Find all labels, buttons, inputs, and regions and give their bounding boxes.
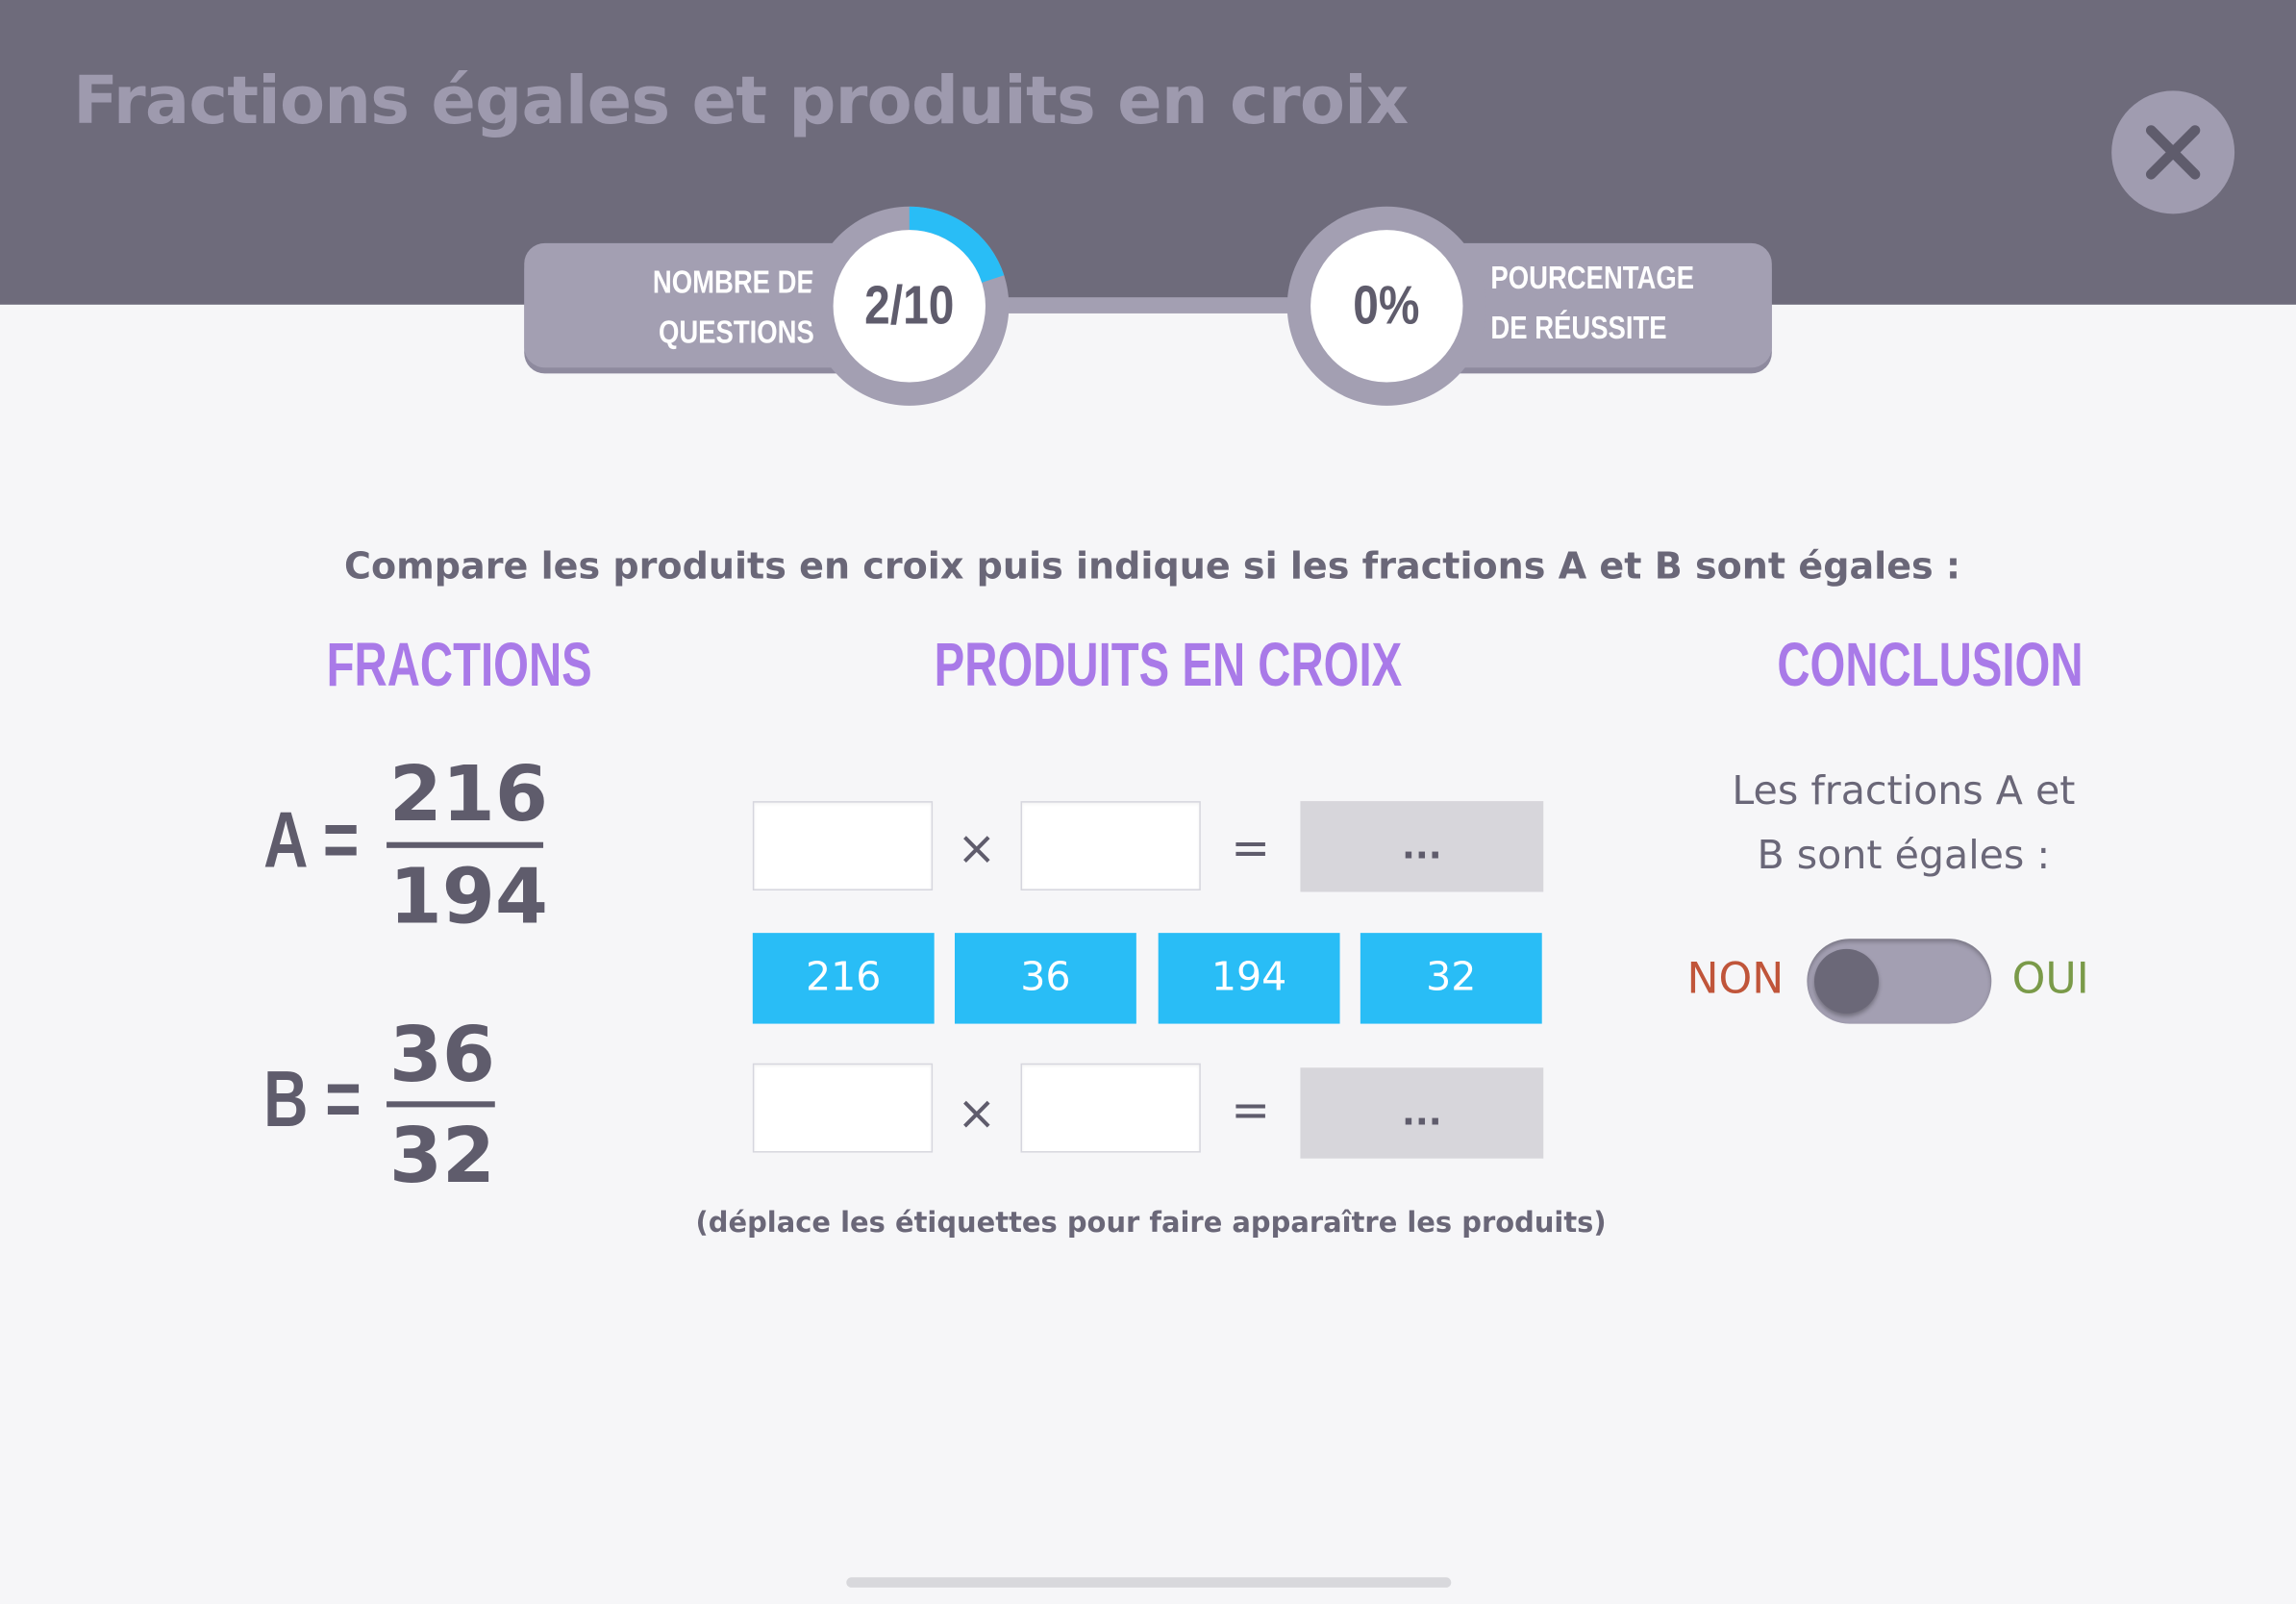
questions-label-line1: NOMBRE DE [652, 263, 814, 301]
fraction-b-numerator: 36 [388, 1012, 496, 1100]
drag-hint-text: (déplace les étiquettes pour faire appar… [695, 1206, 1607, 1240]
cross-product-1-result: ... [1300, 801, 1544, 892]
fraction-a-numerator: 216 [388, 751, 549, 840]
questions-progress-arc [909, 206, 1005, 283]
success-rate-value: 0% [1310, 230, 1463, 383]
success-rate-label: POURCENTAGE DE RÉUSSITE [1490, 253, 1707, 353]
header-bar [0, 0, 2296, 305]
progress-connector [995, 297, 1304, 313]
instruction-text: Compare les produits en croix puis indiq… [344, 544, 1961, 588]
yes-label[interactable]: OUI [2011, 953, 2089, 1004]
fraction-a-denominator: 194 [388, 853, 549, 942]
fractions-heading: FRACTIONS [326, 629, 592, 699]
cross-product-2-equals: = [1231, 1082, 1271, 1139]
questions-count-label: NOMBRE DE QUESTIONS [646, 258, 814, 358]
tile-216[interactable]: 216 [752, 933, 935, 1024]
close-button[interactable] [2111, 90, 2235, 214]
close-icon [2145, 125, 2201, 180]
cross-product-1-times: × [957, 819, 997, 876]
equal-fractions-toggle[interactable] [1807, 939, 1992, 1024]
tile-194[interactable]: 194 [1158, 933, 1340, 1024]
fraction-b-letter: B = [263, 1056, 362, 1144]
conclusion-heading: CONCLUSION [1777, 629, 2084, 699]
cross-product-1-left-slot[interactable] [752, 801, 934, 890]
fraction-b-denominator: 32 [388, 1113, 496, 1201]
cross-product-2-left-slot[interactable] [752, 1063, 934, 1153]
tile-36[interactable]: 36 [954, 933, 1136, 1024]
tile-32[interactable]: 32 [1360, 933, 1542, 1024]
success-label-line2: DE RÉUSSITE [1490, 309, 1667, 346]
cross-product-1-right-slot[interactable] [1020, 801, 1201, 890]
cross-products-heading: PRODUITS EN CROIX [934, 629, 1403, 699]
success-label-line1: POURCENTAGE [1490, 259, 1695, 296]
conclusion-line1: Les fractions A et [1732, 768, 2076, 815]
questions-label-line2: QUESTIONS [658, 313, 814, 350]
home-indicator [846, 1577, 1452, 1588]
questions-progress-ring: 2/10 [810, 206, 1010, 406]
cross-product-1-equals: = [1231, 819, 1271, 876]
fraction-a-bar [387, 841, 544, 848]
questions-value: 2/10 [833, 230, 986, 383]
toggle-knob[interactable] [1813, 948, 1880, 1014]
conclusion-line2: B sont égales : [1757, 833, 2051, 879]
no-label[interactable]: NON [1686, 953, 1784, 1004]
cross-product-2-times: × [957, 1085, 997, 1141]
fraction-a-letter: A = [263, 796, 360, 885]
success-rate-ring: 0% [1286, 206, 1486, 406]
fraction-b-bar [387, 1101, 495, 1108]
cross-product-2-result: ... [1300, 1067, 1544, 1159]
page-title: Fractions égales et produits en croix [73, 61, 1409, 139]
cross-product-2-right-slot[interactable] [1020, 1063, 1201, 1153]
conclusion-question: Les fractions A et B sont égales : [1684, 760, 2123, 889]
